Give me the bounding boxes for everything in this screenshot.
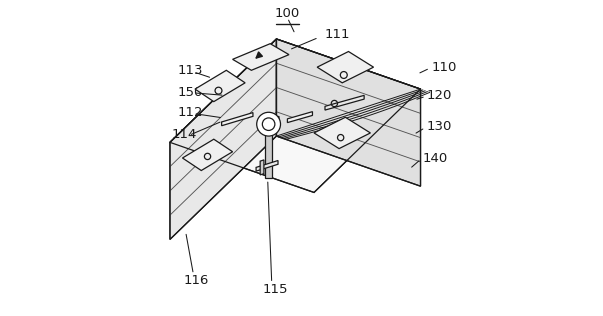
Text: 150: 150 [178,86,203,99]
Text: 111: 111 [325,28,350,41]
Polygon shape [265,112,270,127]
Text: 115: 115 [262,283,288,296]
Polygon shape [183,139,233,171]
Polygon shape [276,39,420,186]
Text: 110: 110 [432,61,457,74]
Polygon shape [265,127,272,178]
Text: 113: 113 [178,64,203,77]
Text: 100: 100 [275,7,300,21]
Polygon shape [288,112,312,123]
Polygon shape [275,116,279,131]
Polygon shape [314,117,370,149]
Text: 114: 114 [171,128,197,141]
Text: 120: 120 [427,89,452,102]
Polygon shape [325,95,364,110]
Text: 112: 112 [178,106,203,119]
Polygon shape [233,44,289,70]
Circle shape [262,118,275,131]
Polygon shape [256,161,278,171]
Polygon shape [170,39,276,240]
Polygon shape [317,52,373,83]
Text: 116: 116 [184,274,209,287]
Text: 140: 140 [422,151,447,165]
Polygon shape [260,160,264,175]
Polygon shape [195,70,245,102]
Circle shape [257,112,280,136]
Polygon shape [222,112,253,126]
Text: 130: 130 [427,120,452,133]
Polygon shape [170,39,420,192]
